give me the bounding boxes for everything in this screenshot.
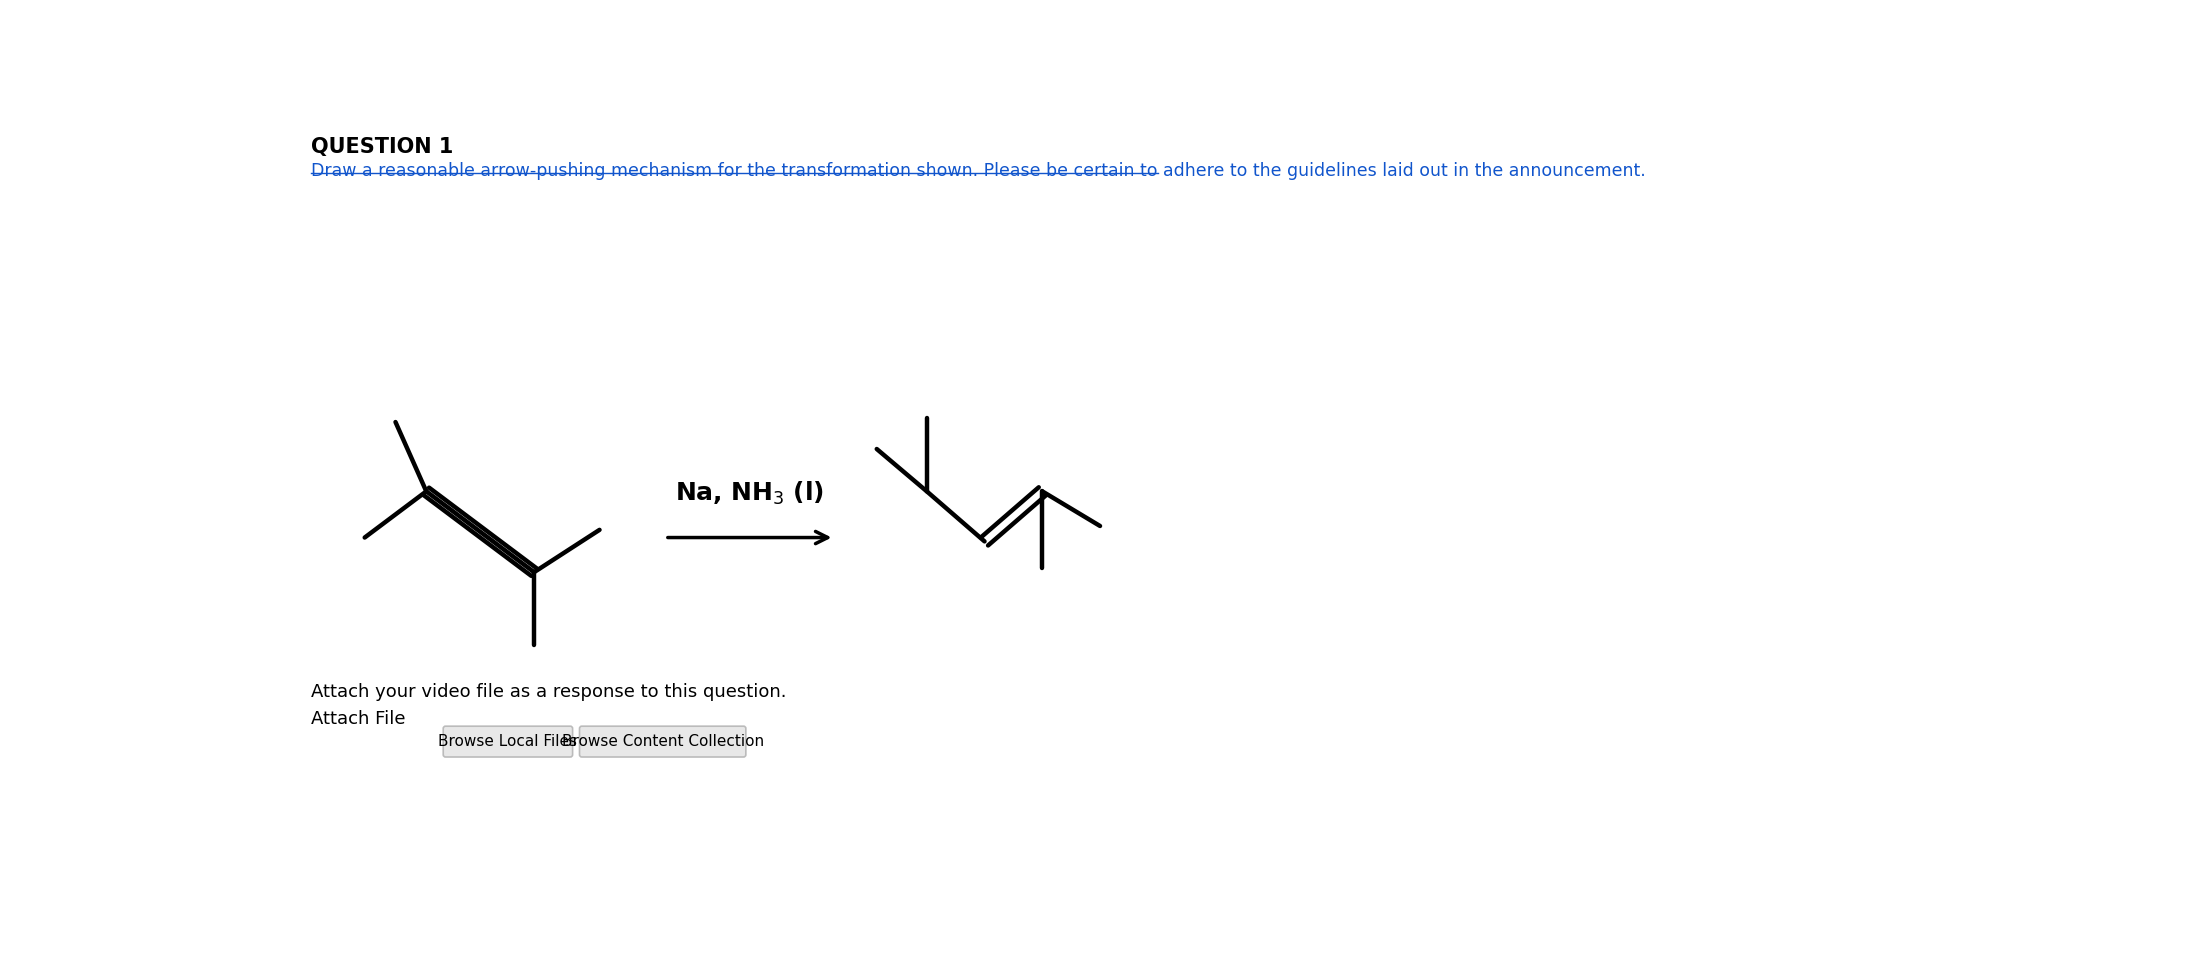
- Text: Draw a reasonable arrow-pushing mechanism for the transformation shown. Please b: Draw a reasonable arrow-pushing mechanis…: [312, 162, 1645, 180]
- Text: QUESTION 1: QUESTION 1: [312, 138, 452, 157]
- Text: Browse Local Files: Browse Local Files: [439, 734, 578, 750]
- FancyBboxPatch shape: [580, 726, 747, 757]
- Text: Attach your video file as a response to this question.: Attach your video file as a response to …: [312, 683, 786, 701]
- FancyBboxPatch shape: [444, 726, 573, 757]
- Text: Browse Content Collection: Browse Content Collection: [562, 734, 764, 750]
- Text: Na, NH$_3$ (l): Na, NH$_3$ (l): [674, 479, 824, 507]
- Text: Attach File: Attach File: [312, 711, 406, 728]
